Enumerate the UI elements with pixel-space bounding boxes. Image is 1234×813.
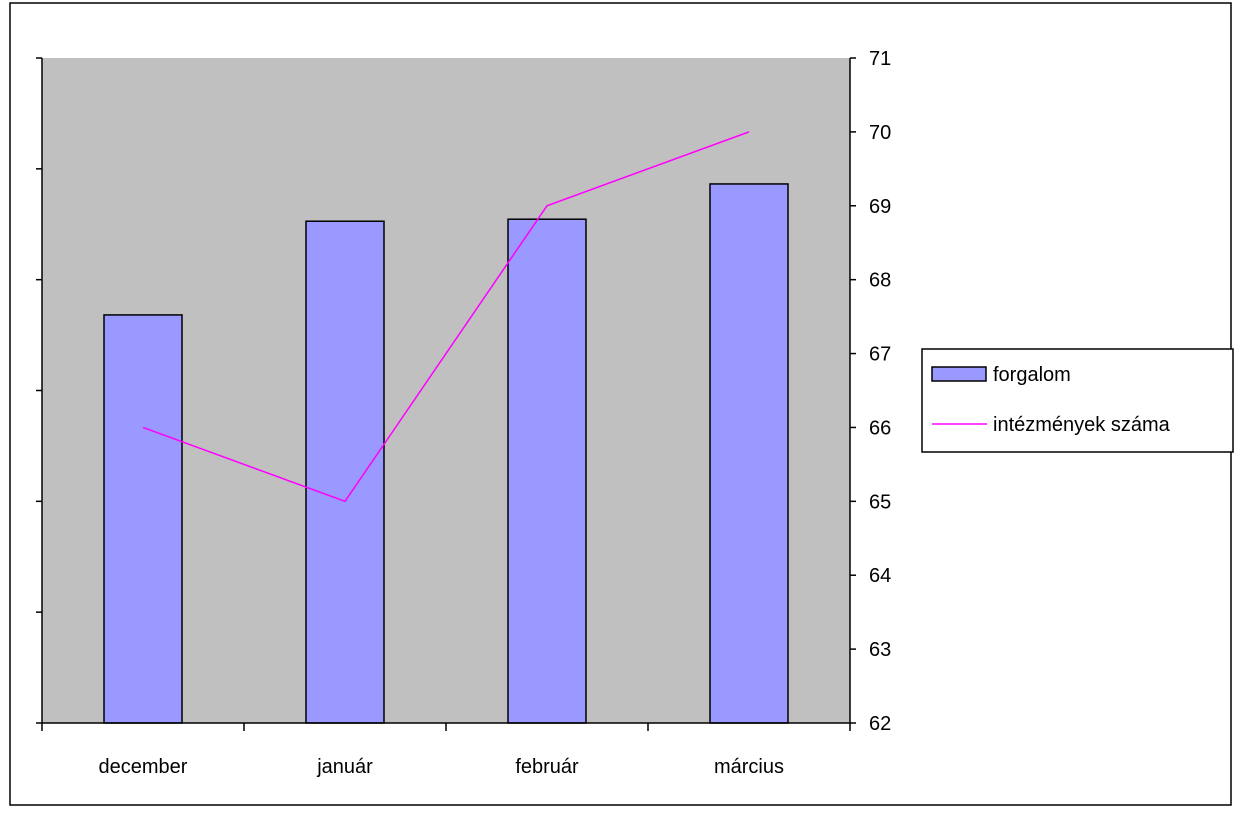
right-tick-label-5: 67 — [869, 344, 891, 366]
bar-1 — [305, 220, 385, 724]
legend: forgalom intézmények száma — [921, 348, 1234, 453]
legend-box — [921, 348, 1234, 453]
right-tick-label-6: 68 — [869, 270, 891, 292]
right-tick-label-2: 64 — [869, 565, 891, 587]
x-tick-label-0: december — [99, 756, 188, 778]
x-tick-label-2: február — [515, 756, 579, 778]
right-tick-label-1: 63 — [869, 639, 891, 661]
right-tick-label-9: 71 — [869, 48, 891, 70]
bar-3 — [709, 183, 789, 724]
x-tick-label-3: március — [714, 756, 784, 778]
legend-label-forgalom: forgalom — [993, 364, 1071, 386]
right-tick-label-8: 70 — [869, 122, 891, 144]
right-tick-label-7: 69 — [869, 196, 891, 218]
x-tick-label-1: január — [316, 756, 373, 778]
legend-label-intezmenyek: intézmények száma — [993, 414, 1171, 436]
right-tick-label-0: 62 — [869, 713, 891, 735]
bar-0 — [103, 314, 183, 724]
right-tick-label-4: 66 — [869, 417, 891, 439]
line-intezmenyek-szama — [142, 131, 750, 503]
bar-2 — [507, 218, 587, 724]
right-tick-label-3: 65 — [869, 491, 891, 513]
legend-swatch-forgalom — [931, 366, 987, 382]
